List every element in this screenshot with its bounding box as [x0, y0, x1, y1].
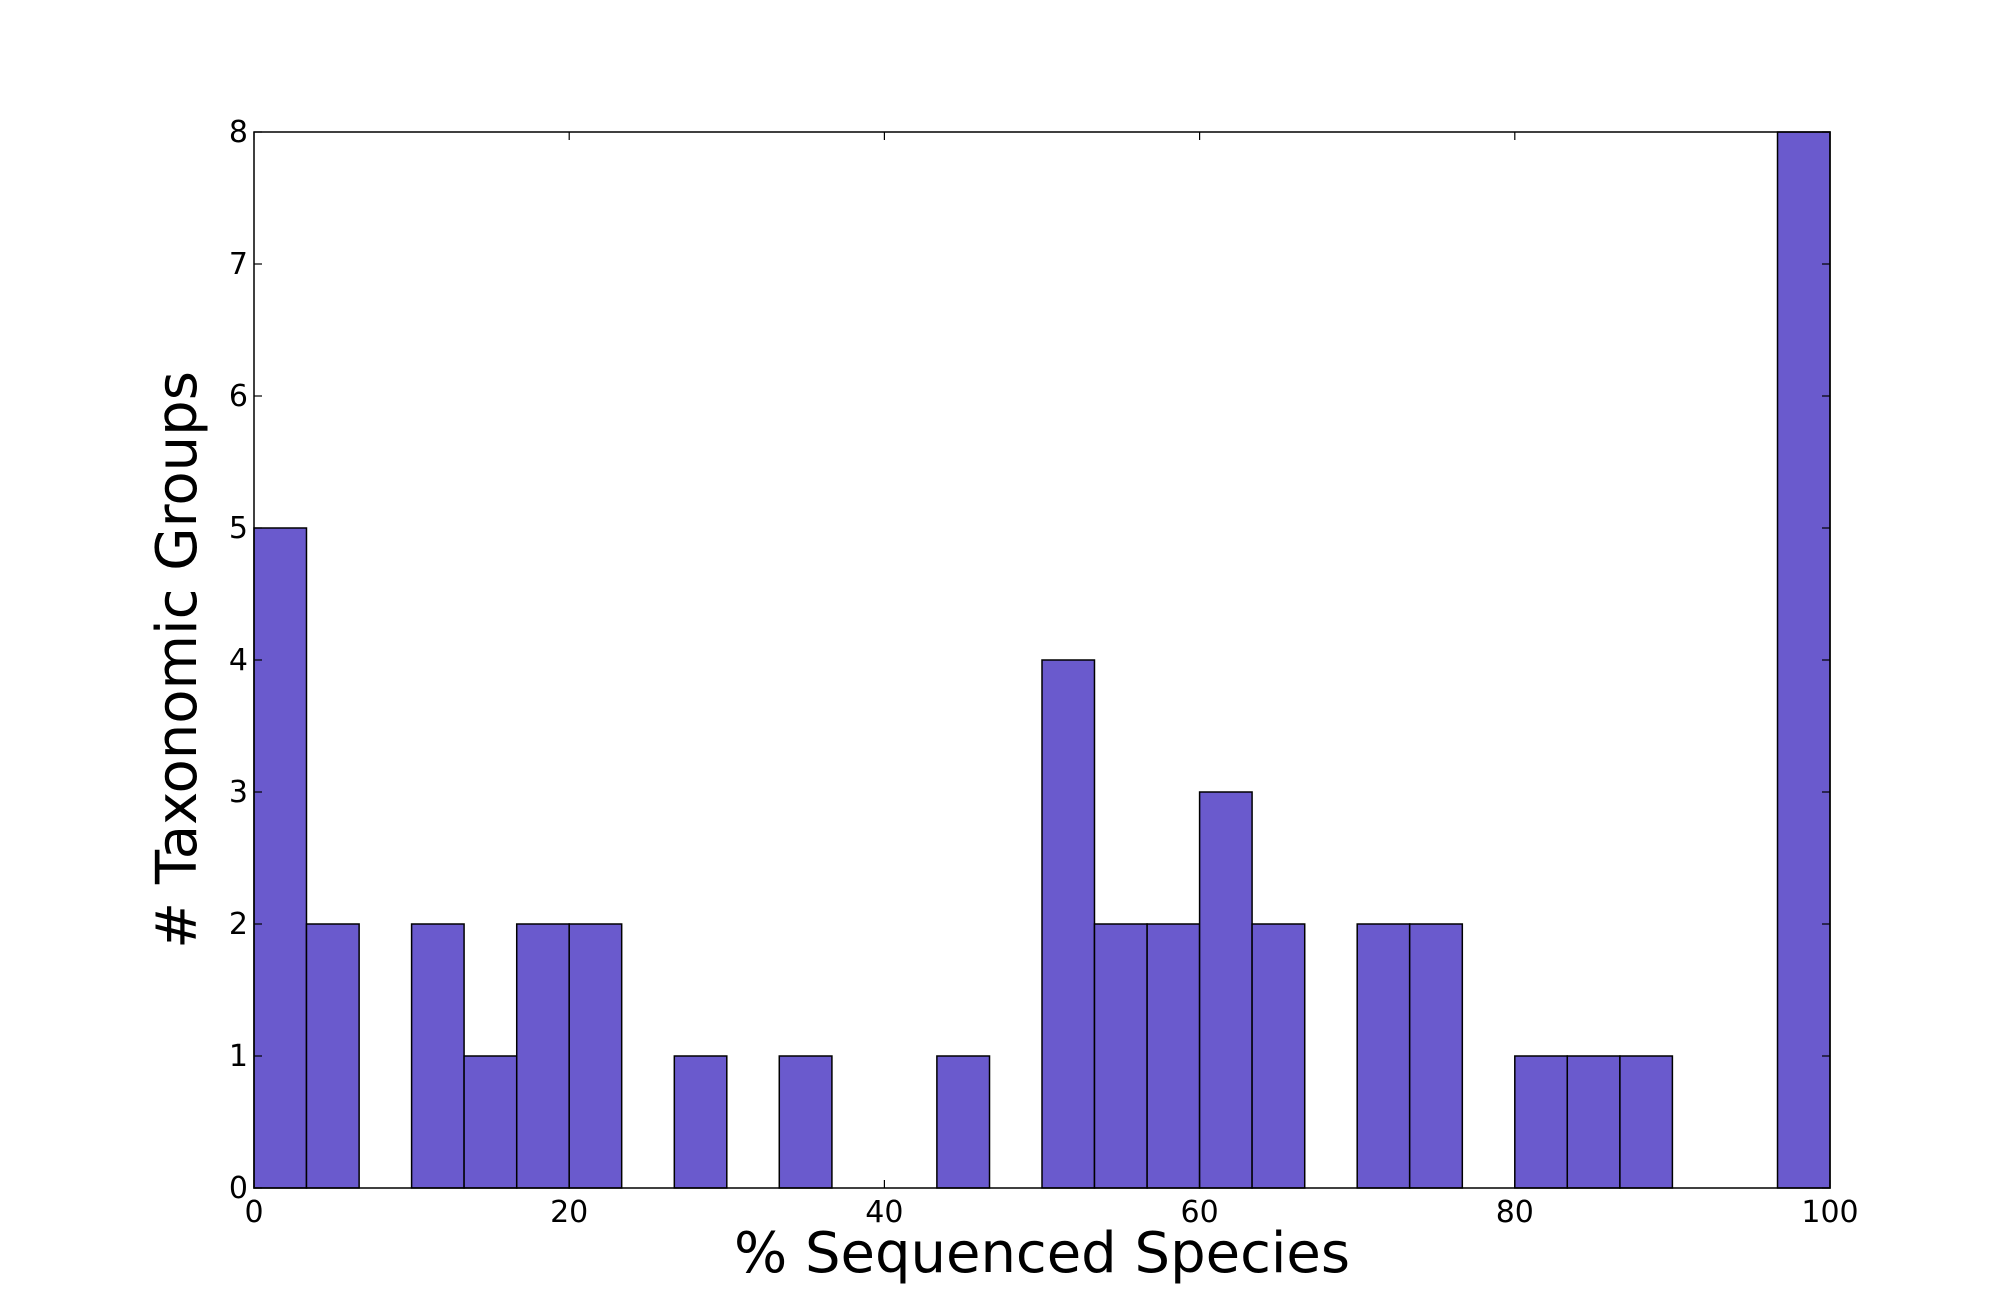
histogram-bar — [673, 1055, 728, 1189]
histogram-bar — [778, 1055, 833, 1189]
histogram-bar — [1251, 923, 1306, 1189]
histogram-bar — [1776, 131, 1831, 1189]
y-tick-label: 1 — [229, 1039, 248, 1074]
y-tick-label: 7 — [229, 247, 248, 282]
x-tick-label: 100 — [1801, 1195, 1858, 1230]
histogram-bar — [1619, 1055, 1674, 1189]
y-tick-label: 2 — [229, 907, 248, 942]
tick-labels-layer: 0 20 40 60 80 100 0 1 2 3 4 5 6 7 8 — [229, 115, 1859, 1230]
histogram-bar — [1146, 923, 1201, 1189]
y-tick-label: 4 — [229, 643, 248, 678]
y-axis-label: # Taxonomic Groups — [145, 371, 210, 949]
x-tick-label: 0 — [244, 1195, 263, 1230]
histogram-bar — [1198, 791, 1253, 1189]
histogram-bar — [1093, 923, 1148, 1189]
x-tick-label: 80 — [1496, 1195, 1534, 1230]
histogram-bar — [253, 527, 308, 1189]
x-tick-label: 20 — [550, 1195, 588, 1230]
ticks-layer — [253, 131, 1831, 1189]
histogram-bar — [1041, 659, 1096, 1189]
bars-layer — [253, 131, 1831, 1189]
histogram-bar — [410, 923, 465, 1189]
histogram-bar — [1566, 1055, 1621, 1189]
histogram-bar — [936, 1055, 991, 1189]
y-tick-label: 3 — [229, 775, 248, 810]
y-tick-label: 5 — [229, 511, 248, 546]
y-tick-label: 8 — [229, 115, 248, 150]
x-tick-label: 60 — [1181, 1195, 1219, 1230]
histogram-bar — [1514, 1055, 1569, 1189]
y-tick-label: 6 — [229, 379, 248, 414]
histogram-bar — [1408, 923, 1464, 1189]
x-tick-label: 40 — [865, 1195, 903, 1230]
histogram-bar — [1356, 923, 1411, 1189]
histogram-bar — [515, 923, 570, 1189]
histogram-bar — [568, 923, 623, 1189]
histogram-bar — [463, 1055, 518, 1189]
y-tick-label: 0 — [229, 1171, 248, 1206]
x-axis-label: % Sequenced Species — [734, 1221, 1350, 1286]
histogram-bar — [305, 923, 360, 1189]
